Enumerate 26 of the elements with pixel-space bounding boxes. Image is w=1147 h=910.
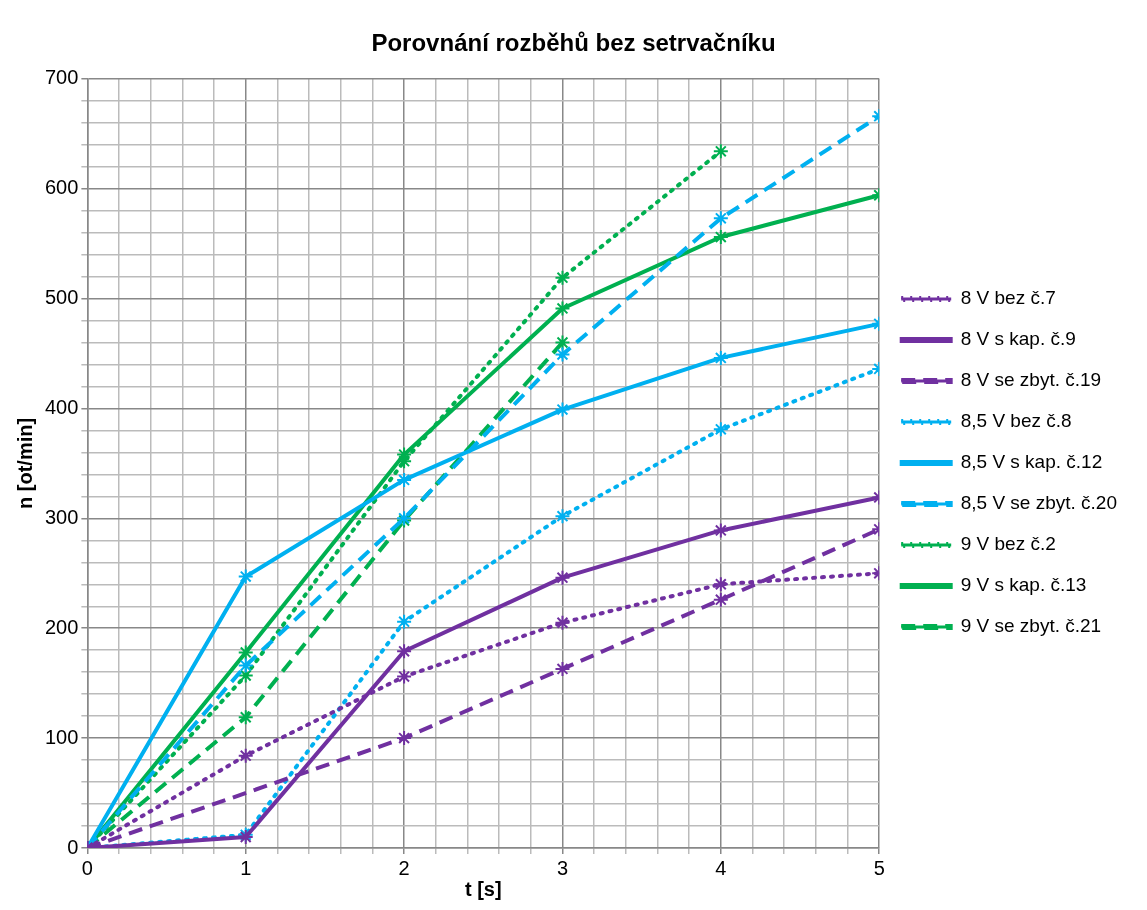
legend-label: 8,5 V s kap. č.12 — [960, 451, 1103, 473]
x-tick-label: 0 — [81, 856, 93, 879]
x-tick-label: 1 — [240, 856, 252, 879]
legend-label: 9 V bez č.2 — [960, 533, 1056, 555]
x-tick-label: 2 — [398, 856, 410, 879]
legend-label: 8,5 V se zbyt. č.20 — [960, 492, 1118, 514]
legend-label: 8 V s kap. č.9 — [960, 328, 1076, 350]
legend-label: 8 V se zbyt. č.19 — [960, 369, 1102, 391]
x-tick-label: 3 — [556, 856, 569, 879]
y-axis-title: n [ot/min] — [13, 417, 36, 509]
legend-label: 9 V s kap. č.13 — [960, 574, 1087, 596]
chart-title: Porovnání rozběhů bez setrvačníku — [371, 29, 776, 57]
y-tick-label: 400 — [44, 395, 79, 418]
y-tick-label: 500 — [44, 286, 79, 309]
y-tick-label: 100 — [44, 725, 79, 748]
legend-label: 9 V se zbyt. č.21 — [960, 615, 1102, 637]
x-tick-label: 4 — [715, 856, 727, 879]
y-tick-label: 200 — [44, 615, 79, 638]
legend-label: 8,5 V bez č.8 — [960, 410, 1072, 432]
y-tick-label: 700 — [44, 66, 79, 89]
y-tick-label: 600 — [44, 176, 79, 199]
x-axis-title: t [s] — [464, 877, 502, 900]
y-tick-label: 300 — [44, 505, 79, 528]
x-tick-label: 5 — [873, 856, 885, 879]
legend-label: 8 V bez č.7 — [960, 287, 1056, 309]
y-tick-label: 0 — [67, 835, 79, 858]
